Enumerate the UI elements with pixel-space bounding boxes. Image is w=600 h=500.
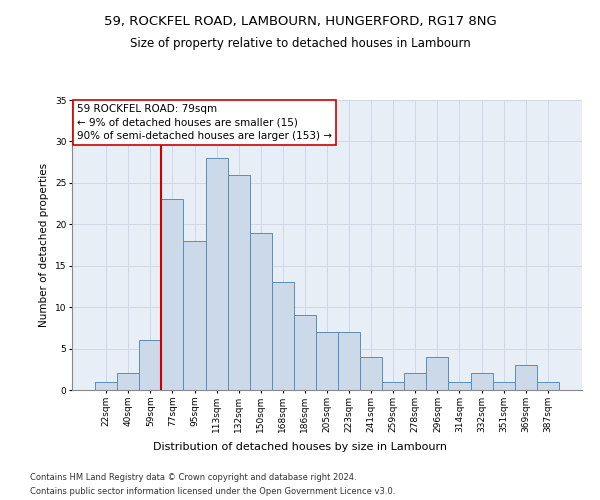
- Text: Contains public sector information licensed under the Open Government Licence v3: Contains public sector information licen…: [30, 488, 395, 496]
- Bar: [95, 382, 117, 390]
- Text: Contains HM Land Registry data © Crown copyright and database right 2024.: Contains HM Land Registry data © Crown c…: [30, 472, 356, 482]
- Bar: [493, 382, 515, 390]
- Bar: [448, 382, 470, 390]
- Bar: [206, 158, 227, 390]
- Bar: [316, 332, 338, 390]
- Bar: [470, 374, 493, 390]
- Y-axis label: Number of detached properties: Number of detached properties: [40, 163, 49, 327]
- Bar: [227, 174, 250, 390]
- Text: Distribution of detached houses by size in Lambourn: Distribution of detached houses by size …: [153, 442, 447, 452]
- Bar: [161, 200, 184, 390]
- Bar: [382, 382, 404, 390]
- Bar: [184, 241, 206, 390]
- Bar: [427, 357, 448, 390]
- Bar: [404, 374, 427, 390]
- Bar: [117, 374, 139, 390]
- Bar: [338, 332, 360, 390]
- Bar: [272, 282, 294, 390]
- Text: Size of property relative to detached houses in Lambourn: Size of property relative to detached ho…: [130, 38, 470, 51]
- Text: 59, ROCKFEL ROAD, LAMBOURN, HUNGERFORD, RG17 8NG: 59, ROCKFEL ROAD, LAMBOURN, HUNGERFORD, …: [104, 15, 496, 28]
- Bar: [250, 232, 272, 390]
- Bar: [139, 340, 161, 390]
- Text: 59 ROCKFEL ROAD: 79sqm
← 9% of detached houses are smaller (15)
90% of semi-deta: 59 ROCKFEL ROAD: 79sqm ← 9% of detached …: [77, 104, 332, 141]
- Bar: [537, 382, 559, 390]
- Bar: [294, 316, 316, 390]
- Bar: [360, 357, 382, 390]
- Bar: [515, 365, 537, 390]
